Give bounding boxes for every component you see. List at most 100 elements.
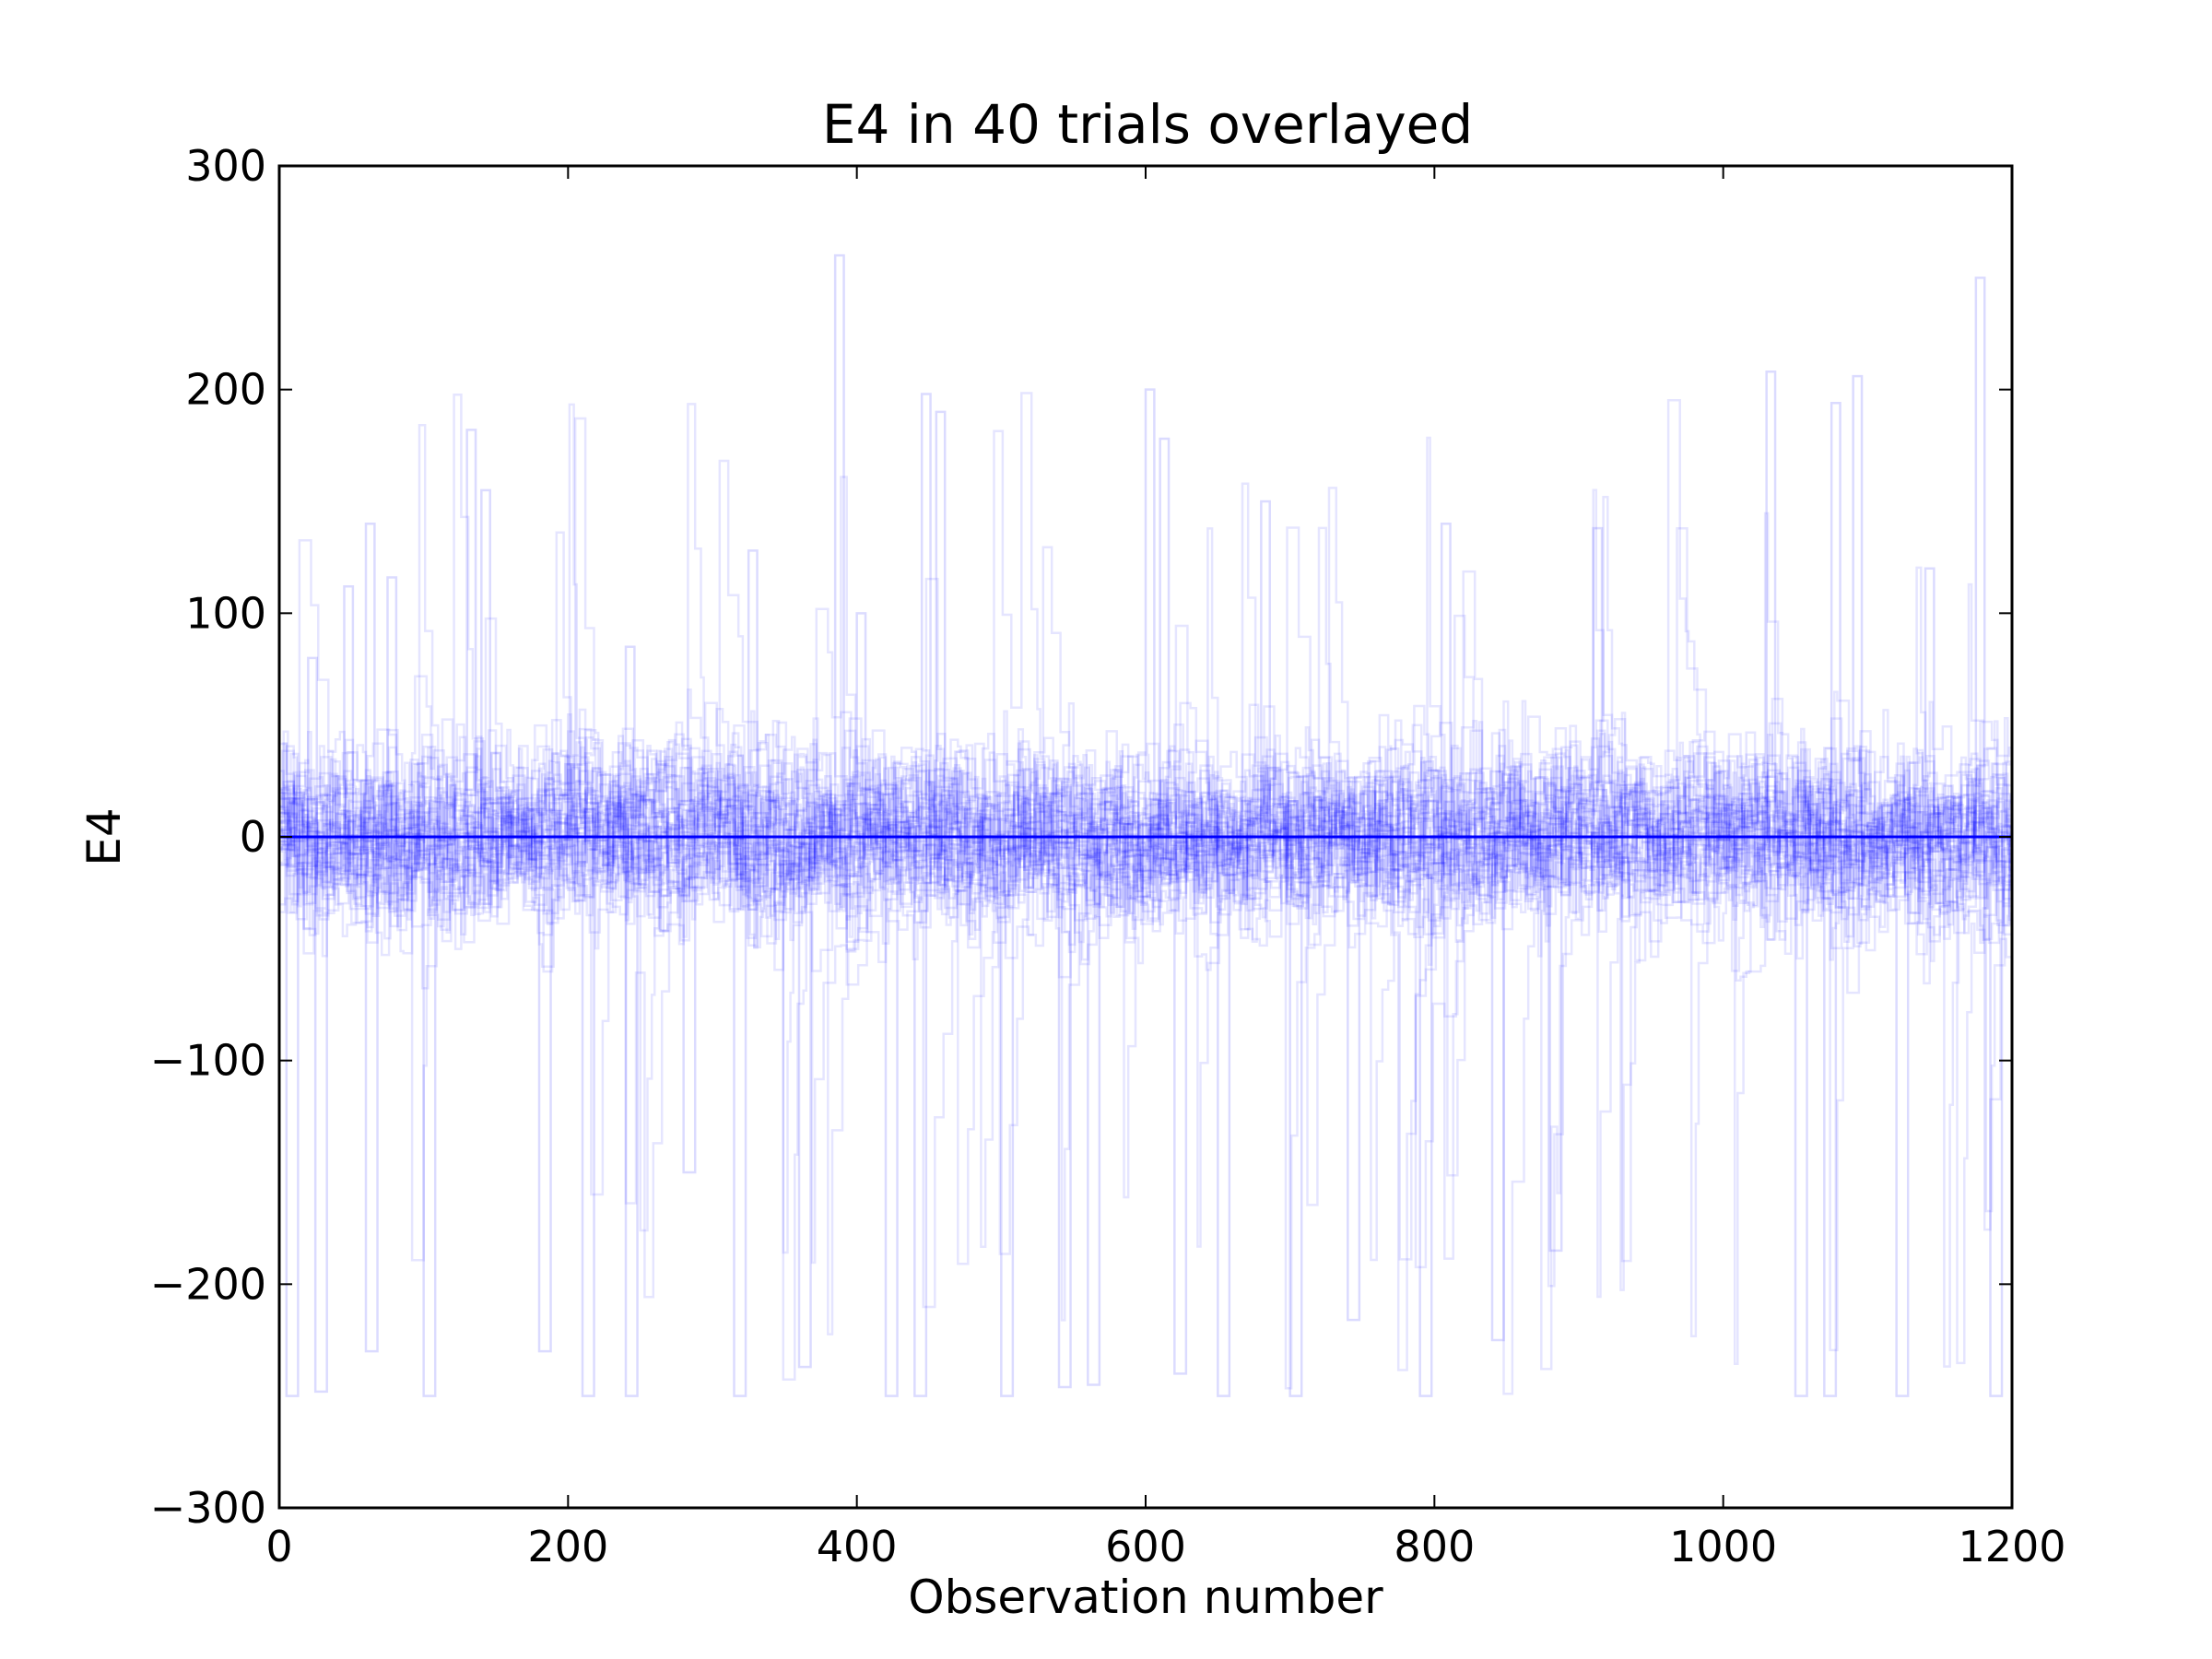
trough-excursion	[1288, 837, 1303, 1397]
trial-series-line	[279, 403, 2012, 1255]
trough-excursion	[1418, 837, 1433, 1397]
y-axis: −300 −200 −100 0 100 200 300	[150, 141, 2012, 1533]
trough-excursion	[913, 837, 928, 1397]
peak-excursion	[747, 549, 759, 837]
x-tick-label: 800	[1394, 1522, 1475, 1571]
trial-series-line	[279, 727, 2012, 982]
x-tick-label: 200	[527, 1522, 608, 1571]
trial-series-line	[279, 476, 2012, 947]
trough-excursion	[1087, 837, 1101, 1386]
y-axis-label: E4	[77, 807, 131, 865]
peak-excursion	[833, 253, 845, 837]
trial-series-line	[279, 570, 2012, 1395]
trough-excursion	[364, 837, 379, 1353]
trough-excursion	[1000, 837, 1015, 1397]
trough-excursion	[1823, 837, 1838, 1397]
x-tick-label: 600	[1105, 1522, 1186, 1571]
peak-excursion	[1440, 523, 1452, 837]
trial-series-line	[279, 393, 2012, 961]
trough-excursion	[884, 837, 899, 1397]
trial-series-line	[279, 718, 2012, 1248]
trial-series-line	[279, 526, 2012, 965]
trial-series-line	[279, 675, 2012, 1261]
trial-series-line	[279, 459, 2012, 1269]
peak-excursion	[1852, 374, 1864, 837]
peak-excursion	[920, 393, 932, 837]
trial-series-line	[279, 539, 2012, 1371]
y-tick-label: −300	[150, 1483, 266, 1533]
trial-series-line	[279, 688, 2012, 1371]
trial-series-line	[279, 424, 2012, 1365]
trial-series-line	[279, 398, 2012, 1260]
peak-excursion	[855, 612, 867, 837]
peak-excursion	[343, 584, 355, 837]
trough-excursion	[682, 837, 697, 1174]
trough-excursion	[1895, 837, 1910, 1397]
trial-series-line	[279, 546, 2012, 944]
peak-excursion	[1260, 500, 1271, 837]
trough-excursion	[1347, 837, 1361, 1322]
trough-excursion	[624, 837, 639, 1397]
trough-excursion	[1217, 837, 1231, 1397]
peak-excursion	[386, 576, 398, 837]
chart-title: E4 in 40 trials overlayed	[822, 93, 1473, 156]
peak-excursion	[1974, 276, 1986, 837]
trough-excursion	[1989, 837, 2004, 1397]
trial-series-line	[279, 417, 2012, 973]
x-tick-label: 400	[817, 1522, 898, 1571]
peak-excursion	[1765, 371, 1777, 837]
peak-excursion	[1924, 567, 1936, 837]
y-tick-label: 100	[185, 588, 266, 638]
series-layer	[279, 253, 2012, 1397]
y-tick-label: 300	[185, 141, 266, 191]
trough-excursion	[1057, 837, 1072, 1389]
x-tick-label: 0	[265, 1522, 292, 1571]
x-axis: 0 200 400 600 800 1000 1200	[265, 166, 2066, 1571]
trial-series-line	[279, 403, 2012, 1338]
trial-series-line	[279, 703, 2012, 1352]
trial-series-line	[279, 487, 2012, 1199]
trough-excursion	[313, 837, 328, 1394]
trial-series-line	[279, 724, 2012, 1213]
peak-excursion	[1144, 388, 1156, 837]
x-tick-label: 1000	[1669, 1522, 1777, 1571]
trial-series-line	[279, 738, 2012, 1368]
trial-series-line	[279, 512, 2012, 1291]
peak-excursion	[307, 656, 318, 837]
trial-series-line	[279, 701, 2012, 1232]
trough-excursion	[422, 837, 437, 1397]
trough-excursion	[537, 837, 552, 1353]
trial-series-line	[279, 729, 2012, 1390]
trial-series-line	[279, 719, 2012, 1265]
peak-excursion	[1592, 526, 1604, 837]
trough-excursion	[1548, 837, 1563, 1253]
trial-series-line	[279, 488, 2012, 1366]
peak-excursion	[364, 523, 376, 837]
trough-excursion	[581, 837, 595, 1397]
trial-series-line	[279, 728, 2012, 972]
trough-excursion	[733, 837, 747, 1397]
trough-excursion	[285, 837, 300, 1397]
y-tick-label: 200	[185, 365, 266, 415]
trial-series-line	[279, 729, 2012, 962]
trough-excursion	[1794, 837, 1808, 1397]
trial-series-line	[279, 725, 2012, 954]
x-axis-label: Observation number	[908, 1571, 1383, 1624]
x-tick-label: 1200	[1958, 1522, 2065, 1571]
y-tick-label: −200	[150, 1259, 266, 1309]
peak-excursion	[480, 488, 491, 837]
y-tick-label: −100	[150, 1036, 266, 1086]
peak-excursion	[1830, 401, 1841, 837]
trial-series-line	[279, 614, 2012, 1382]
trial-series-line	[279, 482, 2012, 1322]
trial-series-line	[279, 392, 2012, 941]
peak-excursion	[624, 645, 636, 837]
trial-series-line	[279, 729, 2012, 979]
peak-excursion	[935, 410, 947, 837]
trial-series-line	[279, 577, 2012, 936]
trough-excursion	[797, 837, 812, 1369]
trough-excursion	[1173, 837, 1188, 1375]
y-tick-label: 0	[240, 812, 266, 862]
